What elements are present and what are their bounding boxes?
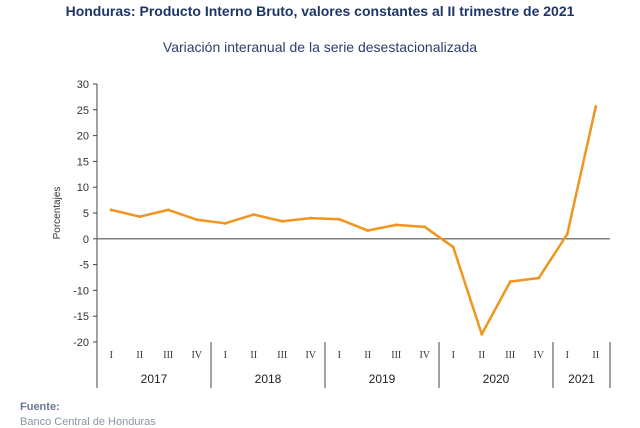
x-tick-label: II xyxy=(478,350,485,361)
y-tick-label: -5 xyxy=(79,260,89,272)
x-tick-label: III xyxy=(163,350,173,361)
x-tick-label: II xyxy=(136,350,143,361)
x-tick-label: I xyxy=(224,350,227,361)
data-point xyxy=(423,225,427,229)
year-label: 2018 xyxy=(255,372,282,386)
chart-title: Honduras: Producto Interno Bruto, valore… xyxy=(65,3,575,19)
x-tick-label: III xyxy=(505,350,515,361)
data-point xyxy=(366,229,370,233)
year-label: 2020 xyxy=(483,372,510,386)
data-point xyxy=(280,219,284,223)
y-axis-label: Porcentajes xyxy=(52,187,63,240)
data-point xyxy=(223,221,227,225)
y-tick-label: -10 xyxy=(73,285,89,297)
x-tick-label: IV xyxy=(419,350,430,361)
data-point xyxy=(594,105,598,109)
y-tick-label: 0 xyxy=(83,234,89,246)
y-tick-label: -20 xyxy=(73,337,89,349)
x-tick-label: IV xyxy=(191,350,202,361)
data-point xyxy=(195,218,199,222)
x-tick-label: IV xyxy=(305,350,316,361)
y-axis: 30 25 20 15 10 5 0 -5 -10 -15 -20 xyxy=(73,79,610,349)
source-label: Fuente: xyxy=(20,401,60,413)
data-point xyxy=(309,216,313,220)
data-point xyxy=(337,217,341,221)
y-tick-label: 10 xyxy=(77,182,89,194)
data-point xyxy=(480,332,484,336)
source-text: Banco Central de Honduras xyxy=(20,416,156,428)
x-tick-label: III xyxy=(277,350,287,361)
data-point xyxy=(252,213,256,217)
x-tick-label: IV xyxy=(533,350,544,361)
data-point xyxy=(537,276,541,280)
y-tick-label: 25 xyxy=(77,105,89,117)
chart-subtitle: Variación interanual de la serie desesta… xyxy=(162,39,478,55)
y-tick-label: 15 xyxy=(77,156,89,168)
data-point xyxy=(109,208,113,212)
x-tick-label: I xyxy=(110,350,113,361)
series-line xyxy=(110,105,597,336)
x-tick-label: I xyxy=(338,350,341,361)
x-tick-label: III xyxy=(391,350,401,361)
y-tick-label: 20 xyxy=(77,131,89,143)
year-label: 2021 xyxy=(568,372,595,386)
x-tick-label: II xyxy=(364,350,371,361)
x-tick-label: I xyxy=(452,350,455,361)
data-point xyxy=(394,223,398,227)
year-label: 2017 xyxy=(141,372,168,386)
y-tick-label: 30 xyxy=(77,79,89,91)
x-tick-label: II xyxy=(592,350,599,361)
data-point xyxy=(451,245,455,249)
series xyxy=(109,105,598,336)
data-point xyxy=(166,208,170,212)
year-label: 2019 xyxy=(369,372,396,386)
x-tick-label: I xyxy=(566,350,569,361)
x-tick-label: II xyxy=(250,350,257,361)
y-tick-label: 5 xyxy=(83,208,89,220)
data-point xyxy=(565,232,569,236)
data-point xyxy=(508,280,512,284)
y-tick-label: -15 xyxy=(73,311,89,323)
data-point xyxy=(138,215,142,219)
